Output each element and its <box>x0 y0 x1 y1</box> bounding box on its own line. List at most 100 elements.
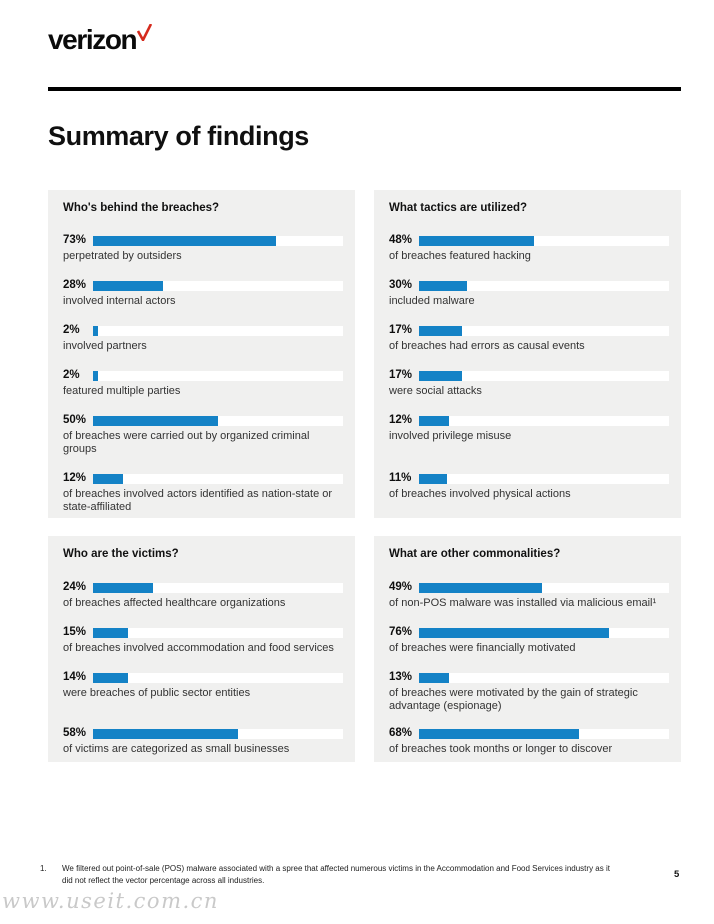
bar-track <box>93 280 343 291</box>
footnote-line-1: We filtered out point-of-sale (POS) malw… <box>62 864 610 873</box>
stat-group: 12% involved privilege misuse <box>389 414 669 443</box>
stat-group: 48% of breaches featured hacking <box>389 234 669 263</box>
stat-group: 68% of breaches took months or longer to… <box>389 727 669 756</box>
stat-value: 11% <box>389 472 412 484</box>
bar-track <box>93 582 343 593</box>
stat-value: 73% <box>63 234 87 246</box>
stat-label: included malware <box>389 295 475 307</box>
panel-title: What are other commonalities? <box>389 548 561 560</box>
stat-value: 48% <box>389 234 413 246</box>
bar-track <box>93 325 343 336</box>
stat-value: 49% <box>389 581 413 593</box>
stat-group: 2% featured multiple parties <box>63 369 343 398</box>
bar-fill <box>93 728 238 739</box>
stat-group: 17% were social attacks <box>389 369 669 398</box>
bar-track <box>419 325 669 336</box>
footnote-line-2: did not reflect the vector percentage ac… <box>62 876 265 885</box>
bar-fill <box>419 582 542 593</box>
bar-fill <box>419 627 609 638</box>
bar-track <box>419 672 669 683</box>
bar-track <box>93 672 343 683</box>
stat-value: 30% <box>389 279 413 291</box>
stat-group: 2% involved partners <box>63 324 343 353</box>
watermark-text: www.useit.com.cn <box>2 889 219 913</box>
bar-track <box>93 473 343 484</box>
stat-value: 17% <box>389 324 413 336</box>
stat-group: 76% of breaches were financially motivat… <box>389 626 669 655</box>
stat-label: were breaches of public sector entities <box>63 687 251 699</box>
bar-track <box>93 415 343 426</box>
stat-group: 28% involved internal actors <box>63 279 343 308</box>
panel-whos-behind-breaches: Who's behind the breaches? 73% perpetrat… <box>48 190 355 518</box>
stat-group: 14% were breaches of public sector entit… <box>63 671 343 700</box>
panel-tactics-utilized: What tactics are utilized? 48% of breach… <box>374 190 681 518</box>
bar-fill <box>419 325 462 336</box>
bar-fill <box>419 415 449 426</box>
footnote-marker: 1. <box>40 864 47 873</box>
stat-group: 50% of breaches were carried out by orga… <box>63 414 343 456</box>
stat-group: 17% of breaches had errors as causal eve… <box>389 324 669 353</box>
panel-other-commonalities: What are other commonalities? 49% of non… <box>374 536 681 762</box>
bar-fill <box>93 627 128 638</box>
stat-label: of non-POS malware was installed via mal… <box>389 597 657 609</box>
bar-track <box>419 582 669 593</box>
stat-label: of breaches involved physical actions <box>389 488 571 500</box>
stat-group: 30% included malware <box>389 279 669 308</box>
stat-label: of breaches had errors as causal events <box>389 340 585 352</box>
stat-label: of victims are categorized as small busi… <box>63 743 290 755</box>
stat-value: 12% <box>389 414 413 426</box>
stat-value: 58% <box>63 727 87 739</box>
bar-track <box>419 627 669 638</box>
stat-value: 12% <box>63 472 87 484</box>
stat-label: of breaches featured hacking <box>389 250 531 262</box>
stat-group: 12% of breaches involved actors identifi… <box>63 472 343 514</box>
stat-value: 2% <box>63 324 80 336</box>
page-number: 5 <box>674 869 680 880</box>
verizon-logo-text: verizon <box>48 24 138 55</box>
stat-value: 13% <box>389 671 413 683</box>
bar-fill <box>419 235 534 246</box>
page-title: Summary of findings <box>48 121 309 151</box>
verizon-logo: verizon <box>48 23 153 55</box>
bar-track <box>419 235 669 246</box>
bar-fill <box>419 672 449 683</box>
bar-track <box>93 235 343 246</box>
stat-group: 24% of breaches affected healthcare orga… <box>63 581 343 610</box>
bar-track <box>93 370 343 381</box>
bar-fill <box>419 473 447 484</box>
stat-value: 28% <box>63 279 87 291</box>
header-divider <box>48 87 681 91</box>
bar-fill <box>93 415 218 426</box>
bar-track <box>419 728 669 739</box>
stat-label: of breaches were motivated by the gain o… <box>389 687 638 712</box>
panel-who-are-victims: Who are the victims? 24% of breaches aff… <box>48 536 355 762</box>
bar-fill <box>93 473 123 484</box>
stat-label: involved partners <box>63 340 147 352</box>
verizon-checkmark-icon <box>137 23 153 46</box>
stat-group: 13% of breaches were motivated by the ga… <box>389 671 669 713</box>
bar-fill <box>93 370 98 381</box>
bar-fill <box>93 582 153 593</box>
stat-label: of breaches took months or longer to dis… <box>389 743 613 755</box>
footnote: 1. We filtered out point-of-sale (POS) m… <box>40 863 662 887</box>
panel-title: What tactics are utilized? <box>389 202 528 214</box>
stat-label: of breaches were financially motivated <box>389 642 576 654</box>
stat-group: 11% of breaches involved physical action… <box>389 472 669 501</box>
stat-group: 73% perpetrated by outsiders <box>63 234 343 263</box>
stat-value: 68% <box>389 727 413 739</box>
bar-fill <box>93 672 128 683</box>
stat-value: 2% <box>63 369 80 381</box>
stat-label: of breaches affected healthcare organiza… <box>63 597 286 609</box>
stat-label: involved privilege misuse <box>389 430 512 442</box>
stat-label: of breaches involved actors identified a… <box>63 488 333 513</box>
bar-fill <box>419 728 579 739</box>
bar-track <box>419 280 669 291</box>
bar-fill <box>93 325 98 336</box>
stat-value: 17% <box>389 369 413 381</box>
stat-value: 76% <box>389 626 413 638</box>
bar-track <box>93 627 343 638</box>
stat-label: were social attacks <box>389 385 482 397</box>
stat-value: 14% <box>63 671 87 683</box>
bar-track <box>419 415 669 426</box>
bar-track <box>419 370 669 381</box>
